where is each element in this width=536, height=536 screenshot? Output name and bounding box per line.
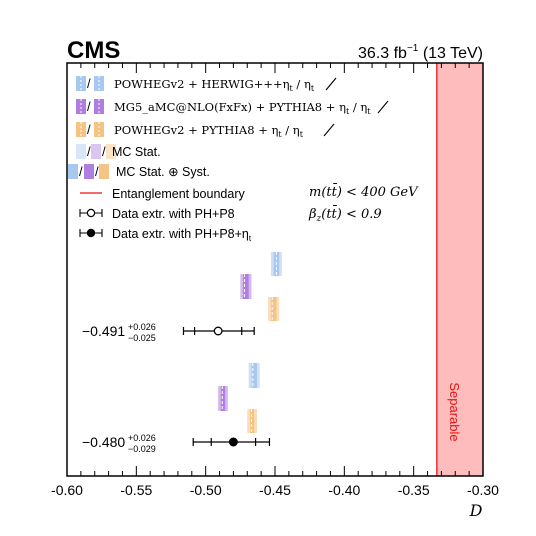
svg-text:/: /: [87, 144, 91, 159]
strike-mark: [325, 77, 337, 91]
legend-label: POWHEGv2 + PYTHIA8 + ηt / ηt: [114, 123, 304, 139]
legend-item-mc-stat: / / MC Stat.: [76, 144, 161, 159]
stat-band: [250, 409, 255, 433]
legend-label: MG5_aMC@NLO(FxFx) + PYTHIA8 + ηt / ηt: [114, 100, 371, 116]
legend-swatch: [94, 76, 104, 91]
x-tick-label: -0.55: [120, 482, 152, 498]
prediction-band: [248, 363, 260, 388]
svg-text:/: /: [95, 164, 99, 179]
legend-label: Entanglement boundary: [112, 187, 245, 201]
cut-mass: m(tt̄) < 400 GeV: [309, 183, 419, 200]
legend-item-data-php8: Data extr. with PH+P8: [79, 207, 235, 221]
legend-swatch: [76, 99, 86, 114]
prediction-band: [240, 274, 252, 299]
prediction-band: [247, 409, 257, 433]
stat-band: [270, 297, 277, 321]
strike-mark: [377, 100, 389, 114]
legend-swatch: [99, 164, 109, 179]
legend-item-data-php8-eta: Data extr. with PH+P8+ηt: [79, 227, 252, 243]
marker: [228, 437, 238, 447]
svg-text:−0.491: −0.491: [82, 323, 125, 339]
x-tick-label: -0.45: [259, 482, 291, 498]
svg-text:+0.026: +0.026: [128, 322, 156, 332]
x-tick-label: -0.30: [467, 482, 499, 498]
luminosity-label: 36.3 fb−1 (13 TeV): [358, 43, 483, 62]
x-tick-label: -0.35: [398, 482, 430, 498]
legend-item-powheg-herwig: / POWHEGv2 + HERWIG+++ηt / ηt: [76, 76, 315, 93]
legend-item-mg5: / MG5_aMC@NLO(FxFx) + PYTHIA8 + ηt / ηt: [76, 99, 371, 116]
stat-band: [251, 363, 257, 388]
measurement-1: −0.491 +0.026 −0.025: [82, 322, 156, 343]
legend-label: MC Stat.: [112, 145, 161, 159]
chart-marks: [182, 252, 282, 447]
legend-item-powheg-pythia: / POWHEGv2 + PYTHIA8 + ηt / ηt: [76, 122, 304, 139]
separable-region: [436, 63, 483, 476]
strike-mark: [323, 123, 335, 137]
stat-band: [243, 274, 249, 299]
legend-swatch: [84, 164, 94, 179]
legend-label: Data extr. with PH+P8: [112, 207, 235, 221]
svg-text:/: /: [87, 99, 91, 114]
prediction-band: [218, 386, 228, 411]
legend-swatch: [106, 144, 116, 159]
legend-swatch: [76, 76, 86, 91]
legend: / POWHEGv2 + HERWIG+++ηt / ηt / MG5_aMC@NLO…: [68, 76, 389, 243]
x-tick-label: -0.40: [328, 482, 360, 498]
legend-swatch: [68, 164, 78, 179]
svg-text:/: /: [87, 76, 91, 91]
marker: [213, 326, 223, 336]
separable-label: Separable: [447, 382, 462, 441]
x-axis-label: D: [469, 501, 483, 520]
prediction-band: [268, 297, 280, 321]
legend-swatch: [76, 122, 86, 137]
measurement-2: −0.480 +0.026 −0.029: [82, 433, 156, 454]
legend-item-entanglement: Entanglement boundary: [80, 187, 245, 201]
svg-text:/: /: [87, 122, 91, 137]
legend-swatch: [76, 144, 86, 159]
x-tick-label: -0.50: [190, 482, 222, 498]
svg-text:/: /: [102, 144, 106, 159]
cut-beta: βz(tt̄) < 0.9: [308, 205, 382, 224]
legend-swatch: [91, 144, 101, 159]
svg-text:−0.025: −0.025: [128, 333, 156, 343]
data-point: [192, 437, 271, 447]
x-tick-label: -0.60: [51, 482, 83, 498]
svg-text:/: /: [79, 164, 83, 179]
legend-label: POWHEGv2 + HERWIG+++ηt / ηt: [114, 77, 315, 93]
prediction-band: [270, 252, 282, 276]
legend-item-mc-stat-syst: / / MC Stat. ⊕ Syst.: [68, 164, 210, 179]
legend-label: MC Stat. ⊕ Syst.: [116, 165, 210, 179]
experiment-label: CMS: [67, 37, 120, 64]
x-axis: -0.60 -0.55 -0.50 -0.45 -0.40 -0.35 -0.30: [51, 63, 499, 498]
svg-text:+0.026: +0.026: [128, 433, 156, 443]
legend-swatch: [94, 99, 104, 114]
stat-band: [220, 386, 226, 411]
svg-text:−0.029: −0.029: [128, 444, 156, 454]
legend-label: Data extr. with PH+P8+ηt: [112, 227, 252, 243]
data-point: [182, 326, 255, 336]
legend-swatch: [94, 122, 104, 137]
svg-text:−0.480: −0.480: [82, 434, 125, 450]
